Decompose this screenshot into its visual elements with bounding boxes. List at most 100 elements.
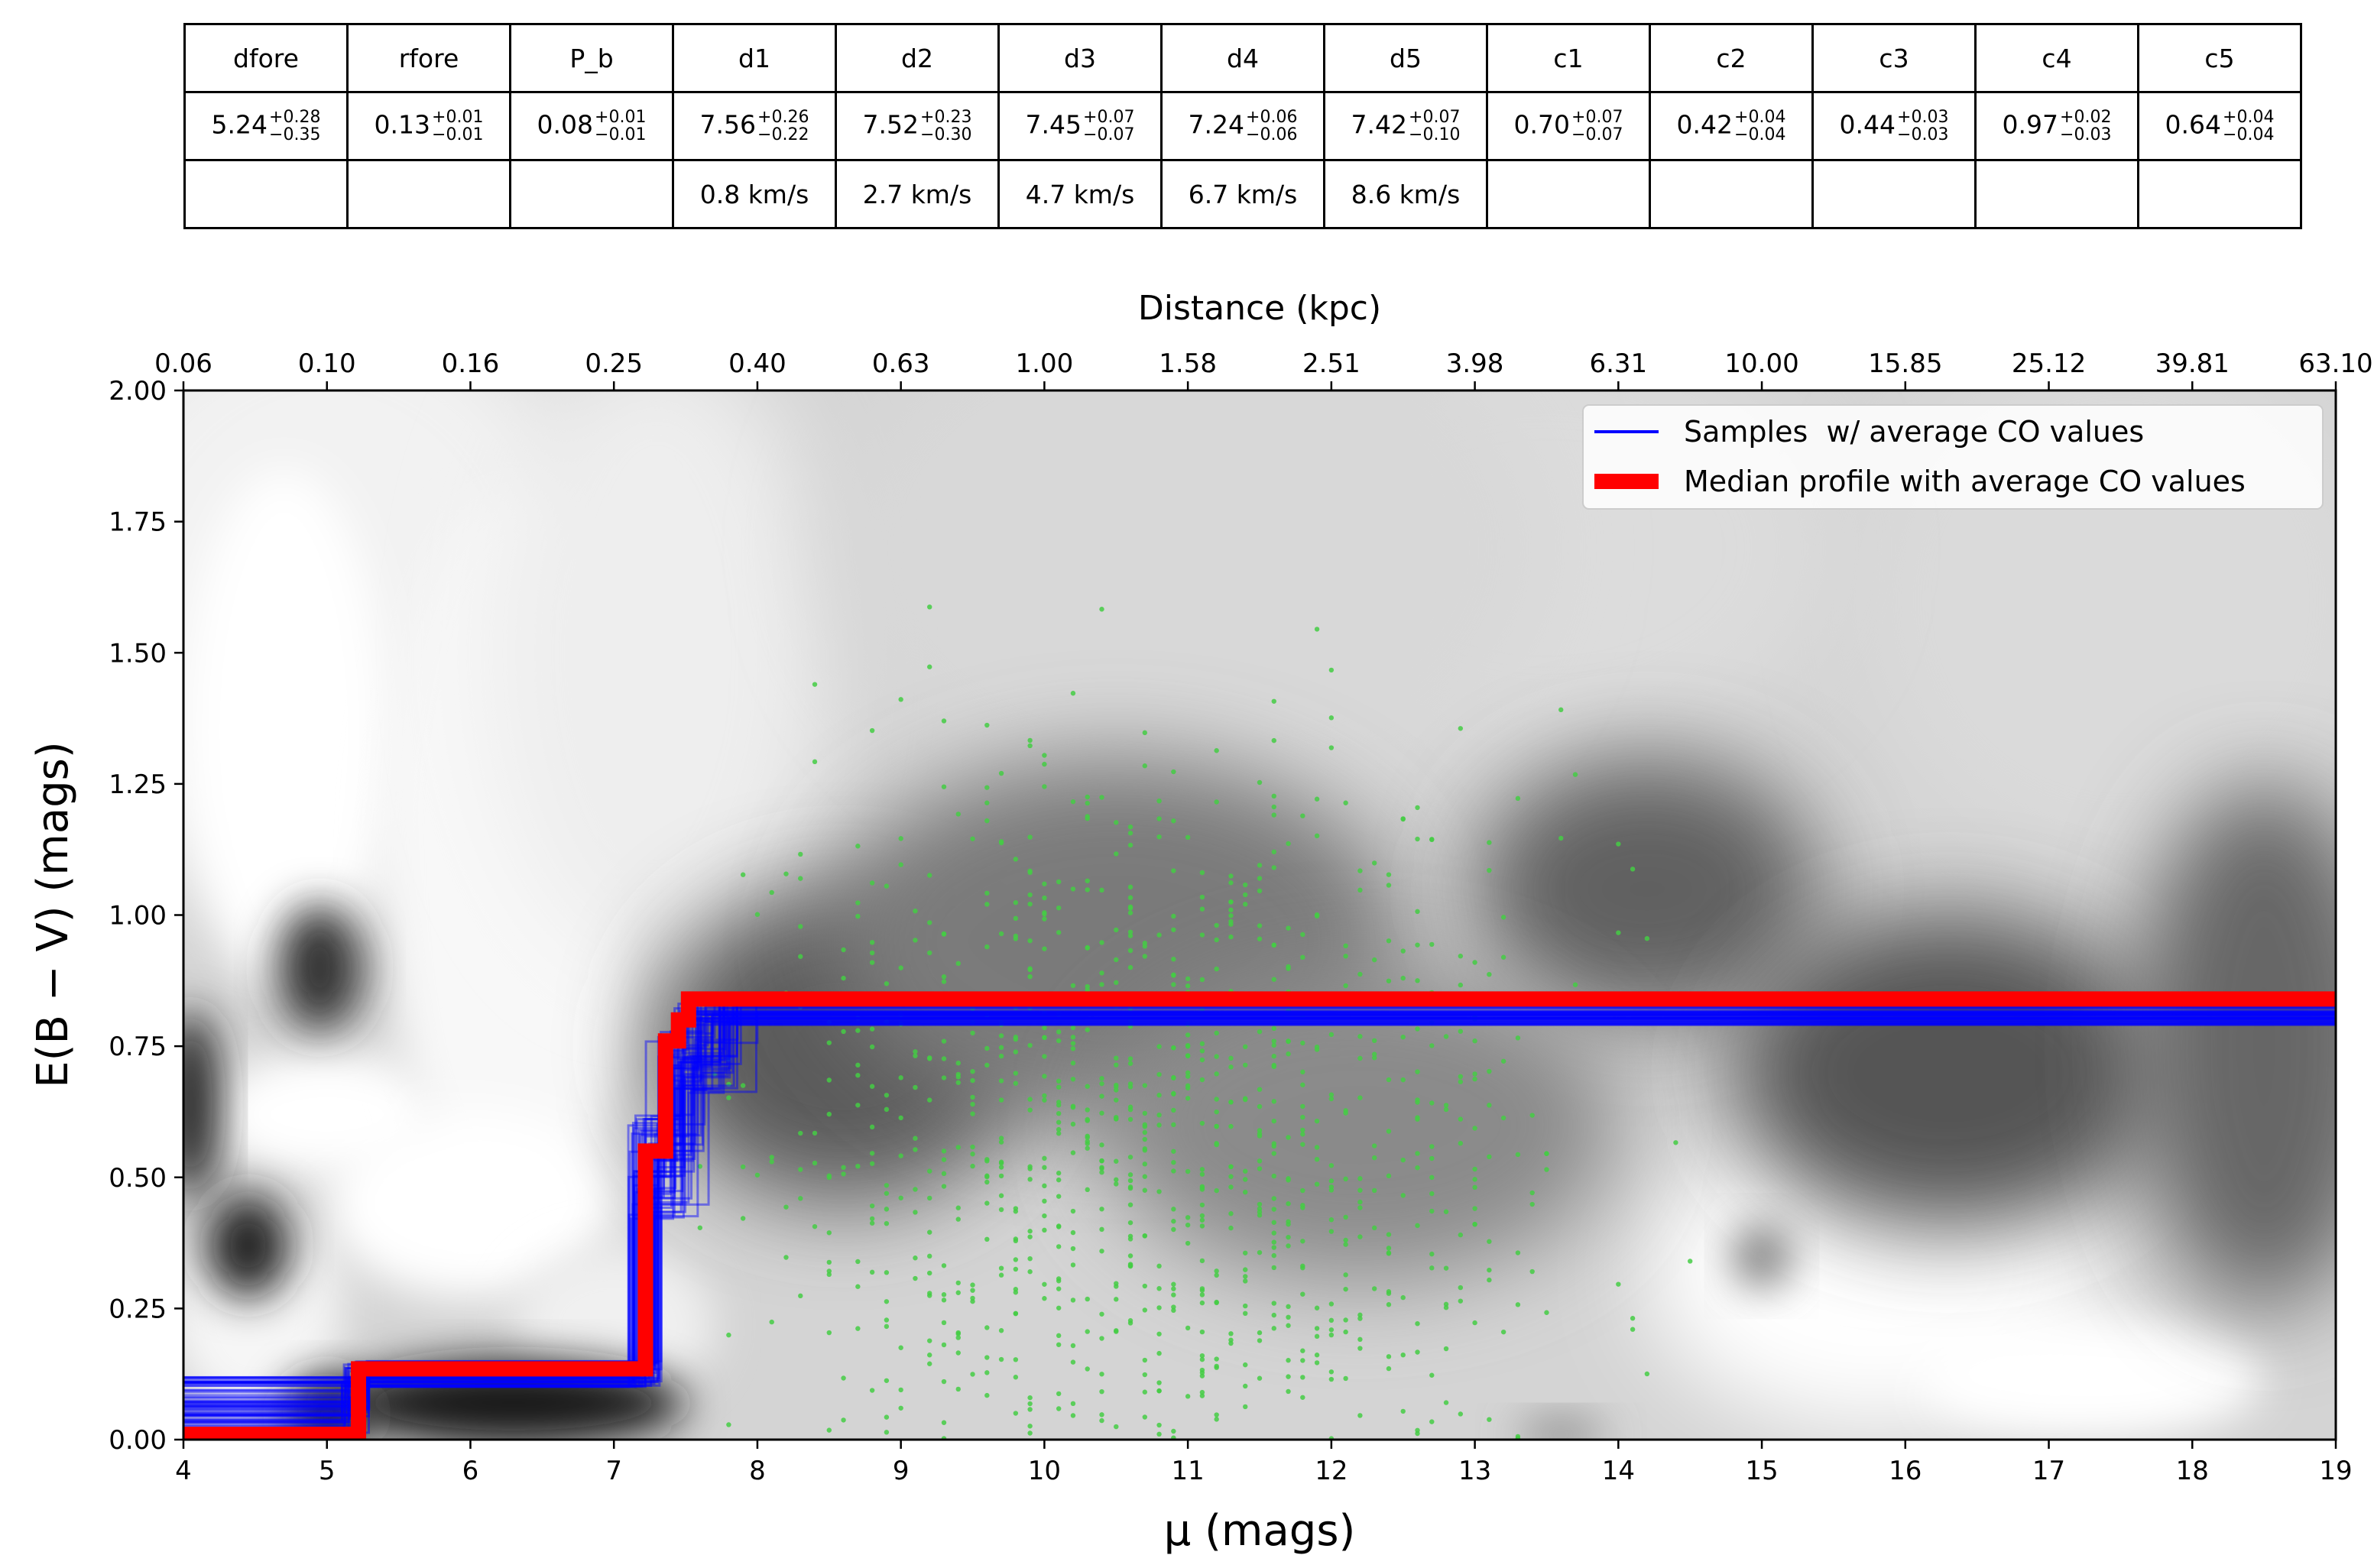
star-point bbox=[1013, 1049, 1019, 1055]
density-blob bbox=[1733, 915, 2164, 1230]
star-point bbox=[1286, 1314, 1291, 1320]
star-point bbox=[1142, 1414, 1148, 1420]
star-point bbox=[1314, 1326, 1320, 1331]
star-point bbox=[1042, 753, 1047, 758]
star-point bbox=[984, 1200, 990, 1206]
star-point bbox=[1156, 834, 1162, 840]
star-point bbox=[1443, 1106, 1449, 1113]
star-point bbox=[1099, 1412, 1104, 1417]
star-point bbox=[1085, 1116, 1090, 1123]
star-point bbox=[1228, 873, 1234, 879]
x-tick-label: 9 bbox=[893, 1456, 910, 1486]
star-point bbox=[1314, 1118, 1320, 1124]
star-point bbox=[1415, 1430, 1420, 1437]
star-point bbox=[1127, 1253, 1133, 1259]
sample-profile-line bbox=[183, 1019, 2336, 1391]
sample-profile-line bbox=[183, 998, 2336, 1430]
star-point bbox=[1127, 1262, 1133, 1267]
star-point bbox=[1328, 715, 1335, 721]
star-point bbox=[1286, 1221, 1291, 1227]
star-point bbox=[1199, 1171, 1205, 1177]
star-point bbox=[1429, 1191, 1435, 1197]
y-axis-label: E(B − V) (mags) bbox=[28, 741, 78, 1087]
star-point bbox=[1056, 1119, 1062, 1125]
star-point bbox=[1357, 1205, 1363, 1210]
star-point bbox=[1127, 1155, 1133, 1160]
star-point bbox=[1400, 1408, 1406, 1414]
star-point bbox=[1300, 1358, 1305, 1363]
star-point bbox=[1171, 1286, 1176, 1291]
star-point bbox=[1300, 1103, 1305, 1110]
star-point bbox=[1199, 870, 1205, 876]
star-point bbox=[1114, 820, 1119, 825]
star-point bbox=[941, 1056, 947, 1061]
star-point bbox=[1286, 1178, 1291, 1183]
star-point bbox=[1199, 894, 1205, 900]
star-point bbox=[1199, 1006, 1205, 1012]
star-point bbox=[1085, 1366, 1090, 1372]
star-point bbox=[1171, 1207, 1176, 1212]
star-point bbox=[1142, 1372, 1148, 1378]
star-point bbox=[1142, 941, 1148, 946]
star-point bbox=[1300, 954, 1305, 961]
table-value-dfore: 5.24 +0.28 −0.35 bbox=[183, 91, 349, 161]
star-point bbox=[1529, 1268, 1535, 1275]
star-points bbox=[697, 604, 1693, 1440]
star-point bbox=[913, 938, 918, 943]
star-point bbox=[1085, 800, 1090, 806]
star-point bbox=[1386, 872, 1392, 877]
star-point bbox=[1415, 1165, 1420, 1171]
star-point bbox=[1027, 1401, 1033, 1407]
star-point bbox=[1271, 1312, 1276, 1318]
star-point bbox=[1257, 936, 1263, 941]
star-point bbox=[970, 1288, 975, 1293]
star-point bbox=[1056, 1244, 1062, 1249]
star-point bbox=[1171, 972, 1176, 977]
star-point bbox=[1286, 1304, 1291, 1310]
star-point bbox=[1214, 1097, 1219, 1102]
star-point bbox=[984, 890, 990, 896]
star-point bbox=[1572, 982, 1578, 987]
star-point bbox=[1458, 1411, 1464, 1417]
star-point bbox=[1688, 1259, 1693, 1264]
star-point bbox=[1199, 1120, 1205, 1126]
star-point bbox=[1127, 1056, 1133, 1061]
star-point bbox=[841, 975, 846, 981]
star-point bbox=[1214, 1109, 1219, 1115]
star-point bbox=[1085, 878, 1090, 883]
star-point bbox=[1156, 1263, 1162, 1269]
star-point bbox=[913, 1275, 918, 1281]
star-point bbox=[927, 1229, 932, 1235]
star-point bbox=[1127, 964, 1133, 970]
star-point bbox=[1487, 1154, 1492, 1160]
star-point bbox=[1286, 1008, 1291, 1013]
star-point bbox=[1458, 1298, 1464, 1304]
star-point bbox=[970, 1101, 975, 1107]
star-point bbox=[1371, 1286, 1377, 1291]
star-point bbox=[1616, 1281, 1621, 1287]
star-point bbox=[1487, 1103, 1492, 1108]
table-value-d4: 7.24 +0.06 −0.06 bbox=[1160, 91, 1325, 161]
star-point bbox=[1070, 1401, 1076, 1407]
star-point bbox=[898, 1012, 903, 1017]
star-point bbox=[1415, 1026, 1420, 1032]
star-point bbox=[1142, 1233, 1148, 1239]
star-point bbox=[1099, 1336, 1104, 1341]
star-point bbox=[1099, 795, 1104, 800]
star-point bbox=[1027, 1269, 1033, 1275]
star-point bbox=[955, 961, 961, 967]
legend-median-label: Median profile with average CO values bbox=[1684, 465, 2246, 498]
star-point bbox=[1099, 1093, 1104, 1099]
star-point bbox=[884, 1106, 890, 1113]
table-header-d5: d5 bbox=[1323, 23, 1488, 93]
median-profile-line bbox=[183, 991, 2336, 1440]
star-point bbox=[1013, 1238, 1019, 1244]
star-point bbox=[927, 604, 932, 610]
table-header-c2: c2 bbox=[1649, 23, 1814, 93]
star-point bbox=[1472, 1184, 1477, 1191]
star-point bbox=[1314, 796, 1320, 802]
star-point bbox=[1199, 1077, 1205, 1083]
star-point bbox=[1572, 772, 1578, 777]
star-point bbox=[1314, 627, 1320, 632]
